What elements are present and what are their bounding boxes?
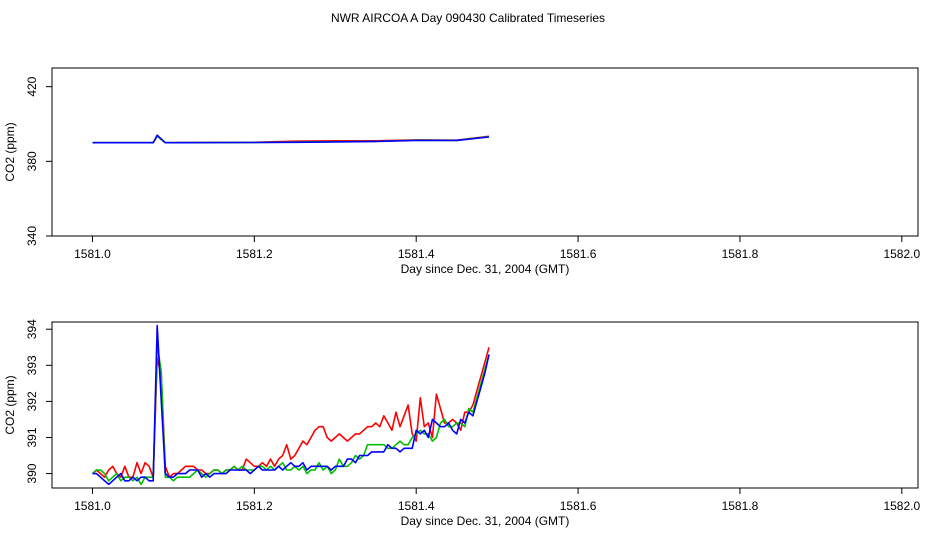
plot-frame-1	[51, 67, 919, 237]
x-tick-label: 1581.4	[398, 499, 435, 513]
x-tick-label: 1581.4	[398, 247, 435, 261]
x-tick-label: 1581.8	[722, 247, 759, 261]
y-tick-label: 420	[25, 76, 39, 96]
plot-frame-2	[51, 321, 919, 489]
x-axis-label: Day since Dec. 31, 2004 (GMT)	[401, 262, 570, 276]
x-tick-label: 1581.2	[236, 499, 273, 513]
chart-title: NWR AIRCOA A Day 090430 Calibrated Times…	[331, 11, 605, 25]
y-tick-label: 392	[25, 391, 39, 411]
y-tick-label: 393	[25, 355, 39, 375]
y-tick-label: 394	[25, 319, 39, 339]
x-tick-label: 1581.8	[722, 499, 759, 513]
series-line-s1	[91, 347, 490, 479]
x-tick-label: 1581.6	[560, 247, 597, 261]
y-axis-label: CO2 (ppm)	[3, 375, 17, 434]
y-tick-label: 380	[25, 151, 39, 171]
x-tick-label: 1581.0	[74, 247, 111, 261]
y-tick-label: 390	[25, 463, 39, 483]
x-tick-label: 1581.6	[560, 499, 597, 513]
y-tick-label: 340	[25, 226, 39, 246]
y-tick-label: 391	[25, 427, 39, 447]
series-line-s3	[92, 324, 490, 486]
x-tick-label: 1581.2	[236, 247, 273, 261]
x-axis-label: Day since Dec. 31, 2004 (GMT)	[401, 514, 570, 528]
y-axis-label: CO2 (ppm)	[3, 122, 17, 181]
x-tick-label: 1582.0	[883, 247, 920, 261]
x-tick-label: 1582.0	[883, 499, 920, 513]
x-tick-label: 1581.0	[74, 499, 111, 513]
series-line-s3	[92, 134, 490, 144]
